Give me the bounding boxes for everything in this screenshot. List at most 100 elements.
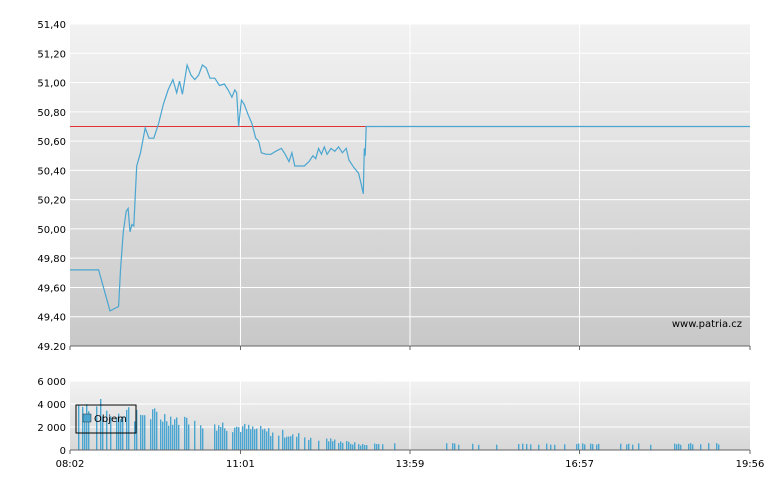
- volume-bar: [688, 443, 690, 450]
- volume-bar: [708, 443, 710, 450]
- volume-bar: [680, 444, 682, 450]
- price-gridlines: [70, 23, 750, 346]
- volume-bar: [700, 444, 702, 450]
- volume-bar: [346, 441, 348, 450]
- price-y-tick-label: 50,60: [37, 137, 66, 148]
- volume-bar: [716, 443, 718, 450]
- volume-bar: [334, 439, 336, 450]
- volume-bar: [242, 426, 244, 450]
- volume-bar: [340, 441, 342, 450]
- volume-panel: 6 000 4 000 2 000 0 08:02 11:01 13:59 16:57 19:…: [37, 377, 764, 470]
- volume-bar: [620, 443, 622, 450]
- volume-bar: [590, 443, 592, 450]
- volume-bar: [354, 442, 356, 450]
- volume-bar: [168, 425, 170, 450]
- volume-bar: [584, 444, 586, 450]
- volume-bar: [170, 416, 172, 450]
- volume-bar: [596, 444, 598, 450]
- volume-bar: [142, 415, 144, 450]
- x-tick-label: 11:01: [226, 459, 255, 470]
- volume-bar: [140, 414, 142, 450]
- volume-bar: [178, 424, 180, 450]
- volume-bar: [628, 443, 630, 450]
- volume-y-tick-label: 4 000: [37, 400, 66, 411]
- volume-bar: [554, 444, 556, 450]
- volume-bar: [134, 421, 136, 450]
- volume-bar: [262, 429, 264, 450]
- volume-bar: [292, 434, 294, 450]
- volume-bar: [232, 432, 234, 450]
- volume-bar: [362, 443, 364, 450]
- volume-bar: [186, 417, 188, 450]
- volume-bar: [184, 416, 186, 450]
- volume-bar: [364, 445, 366, 450]
- volume-bar: [350, 443, 352, 450]
- volume-bar: [632, 444, 634, 450]
- volume-bar: [260, 425, 262, 450]
- volume-bar: [250, 429, 252, 450]
- volume-bar: [194, 420, 196, 450]
- volume-bar: [592, 444, 594, 450]
- price-y-tick-label: 50,20: [37, 196, 66, 207]
- volume-bar: [550, 444, 552, 450]
- volume-bar: [272, 432, 274, 450]
- volume-bar: [692, 444, 694, 450]
- volume-bar: [144, 415, 146, 450]
- volume-bar: [318, 440, 320, 450]
- volume-bar: [310, 437, 312, 450]
- volume-bar: [650, 444, 652, 450]
- volume-bar: [220, 426, 222, 450]
- volume-bar: [86, 404, 88, 450]
- volume-y-tick-label: 0: [60, 446, 66, 457]
- volume-bar: [234, 427, 236, 450]
- volume-bar: [156, 411, 158, 450]
- price-y-tick-label: 51,00: [37, 79, 66, 90]
- volume-bar: [100, 399, 102, 450]
- volume-bar: [88, 411, 90, 450]
- volume-bar: [286, 436, 288, 450]
- volume-bar: [674, 443, 676, 450]
- volume-bar: [202, 428, 204, 450]
- volume-bar: [172, 424, 174, 450]
- volume-x-axis-ticks: 08:02 11:01 13:59 16:57 19:56: [56, 450, 765, 470]
- volume-bar: [214, 424, 216, 450]
- x-tick-label: 08:02: [56, 459, 85, 470]
- volume-bar: [218, 425, 220, 450]
- volume-bar: [342, 442, 344, 450]
- volume-legend: Objem: [75, 404, 137, 434]
- volume-bar: [338, 443, 340, 450]
- volume-bar: [222, 422, 224, 450]
- volume-bar: [374, 443, 376, 450]
- price-y-tick-label: 49,60: [37, 283, 66, 294]
- volume-bar: [394, 443, 396, 450]
- volume-bar: [256, 428, 258, 450]
- volume-bar: [106, 410, 108, 450]
- volume-bar: [690, 443, 692, 450]
- x-tick-label: 19:56: [736, 459, 765, 470]
- price-y-axis: 51,40 51,20 51,00 50,80 50,60 50,40 50,20 50,00…: [37, 20, 66, 353]
- volume-bar: [478, 444, 480, 450]
- price-y-tick-label: 49,40: [37, 313, 66, 324]
- volume-bar: [226, 430, 228, 450]
- volume-bar: [298, 433, 300, 450]
- volume-bar: [638, 443, 640, 450]
- volume-bar: [166, 421, 168, 450]
- volume-bar: [176, 417, 178, 450]
- volume-bar: [288, 436, 290, 450]
- volume-bar: [224, 428, 226, 450]
- price-y-tick-label: 50,40: [37, 166, 66, 177]
- volume-bar: [270, 435, 272, 450]
- price-panel: 51,40 51,20 51,00 50,80 50,60 50,40 50,20 50,00…: [37, 20, 751, 353]
- price-y-tick-label: 50,00: [37, 225, 66, 236]
- volume-bar: [598, 443, 600, 450]
- volume-bar: [378, 444, 380, 450]
- volume-bar: [150, 419, 152, 450]
- volume-bar: [78, 405, 80, 450]
- volume-bar: [518, 444, 520, 450]
- volume-bar: [578, 443, 580, 450]
- volume-bar: [328, 441, 330, 450]
- volume-bar: [174, 419, 176, 450]
- price-y-tick-label: 51,20: [37, 49, 66, 60]
- price-y-tick-label: 50,80: [37, 108, 66, 119]
